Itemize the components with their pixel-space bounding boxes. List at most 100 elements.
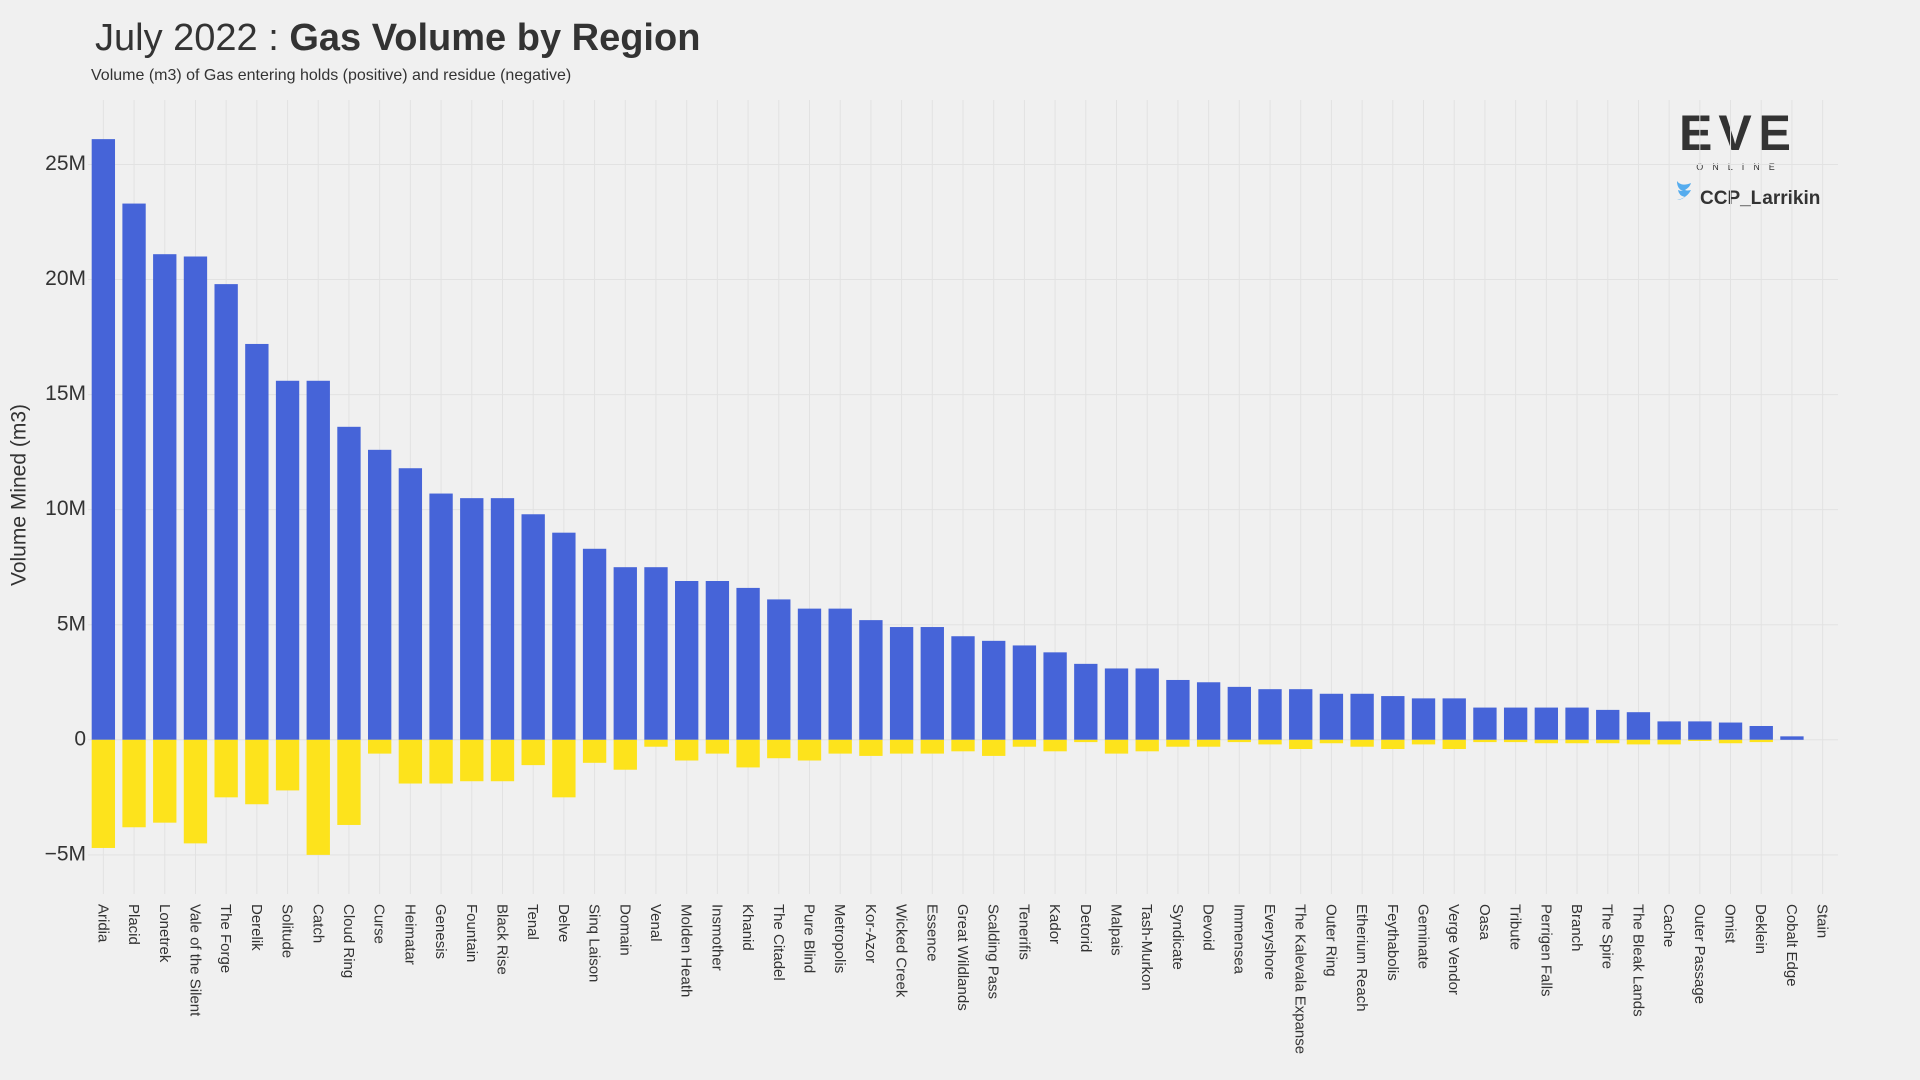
x-tick-label: The Citadel — [770, 904, 787, 981]
bar — [552, 532, 576, 740]
bar — [429, 493, 453, 740]
x-tick-label: Solitude — [279, 904, 296, 958]
x-tick-label: Lonetrek — [156, 904, 173, 963]
x-tick-label: Tenal — [524, 904, 541, 940]
x-tick-label: Fountain — [463, 904, 480, 962]
x-tick-label: Perrigen Falls — [1537, 904, 1554, 997]
bar — [889, 627, 914, 740]
x-tick-label: Aridia — [94, 904, 111, 943]
bar — [1503, 707, 1528, 740]
x-tick-label: Vale of the Silent — [186, 904, 203, 1017]
x-tick-label: Cloud Ring — [340, 904, 357, 978]
bar — [644, 567, 668, 740]
bar — [91, 139, 116, 740]
bar — [1196, 739, 1221, 747]
bar — [1319, 739, 1344, 744]
x-tick-label: Delve — [555, 904, 572, 942]
x-tick-label: Placid — [125, 904, 142, 945]
bar — [398, 468, 423, 740]
x-tick-label: Immensea — [1230, 904, 1247, 975]
bar — [1043, 652, 1067, 740]
x-tick-label: Kador — [1046, 904, 1063, 944]
x-tick-label: Curse — [371, 904, 388, 944]
bar — [1289, 739, 1313, 750]
x-tick-label: Detorid — [1077, 904, 1094, 952]
x-tick-label: Oasa — [1476, 904, 1493, 941]
x-tick-label: Cache — [1660, 904, 1677, 947]
bar — [736, 587, 760, 740]
twitter-icon — [1677, 181, 1691, 200]
bar — [337, 426, 361, 740]
x-tick-label: Insmother — [708, 904, 725, 971]
bar — [982, 739, 1006, 756]
bar — [1196, 682, 1221, 740]
y-tick-label: 20M — [45, 267, 86, 290]
bar — [705, 581, 730, 740]
bar — [1227, 686, 1251, 740]
bar — [214, 739, 238, 798]
bar — [1012, 645, 1037, 740]
bar — [245, 343, 269, 740]
bar — [122, 203, 146, 740]
x-tick-label: Stain — [1814, 904, 1831, 938]
x-tick-label: Verge Vendor — [1445, 904, 1462, 995]
bar — [1074, 663, 1098, 740]
bar — [122, 739, 146, 828]
bar — [306, 739, 330, 855]
x-tick-label: Outer Passage — [1691, 904, 1708, 1004]
bar — [1227, 739, 1251, 743]
bar — [1596, 739, 1620, 744]
y-tick-label: 5M — [57, 612, 86, 635]
x-tick-label: Deklein — [1752, 904, 1769, 954]
bar — [613, 739, 637, 770]
x-tick-label: Cobalt Edge — [1783, 904, 1800, 987]
bar — [1350, 693, 1374, 740]
bar — [1166, 739, 1190, 747]
x-tick-label: Essence — [923, 904, 940, 962]
x-tick-label: Kor-Azor — [862, 904, 879, 963]
bar — [582, 739, 607, 763]
x-tick-label: Scalding Pass — [985, 904, 1002, 999]
bar — [1473, 707, 1497, 740]
bar — [398, 739, 423, 784]
bar — [1258, 689, 1282, 740]
x-tick-label: Catch — [309, 904, 326, 943]
bar — [1718, 722, 1743, 740]
bar — [828, 608, 852, 740]
x-tick-label: Geminate — [1415, 904, 1432, 969]
x-tick-label: Heimatar — [401, 904, 418, 965]
bar — [1411, 698, 1436, 740]
bar — [490, 498, 515, 740]
bar — [1381, 739, 1405, 750]
bar — [1135, 739, 1159, 752]
bar — [275, 739, 300, 791]
title-main: Gas Volume by Region — [289, 17, 700, 59]
x-tick-label: Omist — [1722, 904, 1739, 944]
bar — [859, 620, 883, 740]
bar — [1258, 739, 1282, 745]
bar — [368, 739, 392, 754]
bar — [1657, 721, 1681, 740]
bar — [1780, 736, 1804, 740]
x-tick-label: Wicked Creek — [893, 904, 910, 998]
bar — [920, 739, 944, 754]
y-axis-label: Volume Mined (m3) — [8, 404, 31, 586]
bar — [275, 380, 300, 740]
x-tick-label: The Bleak Lands — [1629, 904, 1646, 1017]
bar — [736, 739, 760, 768]
title-date: July 2022 : — [95, 17, 279, 59]
bar — [889, 739, 914, 754]
bar — [490, 739, 515, 782]
bar — [859, 739, 883, 756]
bar — [153, 254, 177, 740]
bar — [91, 739, 116, 848]
x-tick-label: Malpais — [1108, 904, 1125, 956]
x-tick-label: Devoid — [1200, 904, 1217, 951]
x-tick-label: Branch — [1568, 904, 1585, 952]
x-tick-label: Outer Ring — [1322, 904, 1339, 977]
subtitle: Volume (m3) of Gas entering holds (posit… — [91, 67, 571, 84]
bar — [368, 449, 392, 740]
bar — [1319, 693, 1344, 740]
bar — [552, 739, 576, 798]
